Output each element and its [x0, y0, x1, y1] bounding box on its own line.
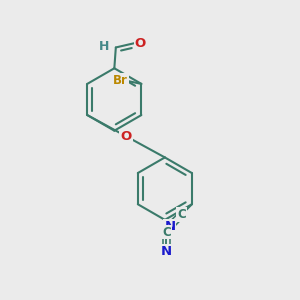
- Text: O: O: [121, 130, 132, 143]
- Text: O: O: [135, 37, 146, 50]
- Text: N: N: [161, 244, 172, 258]
- Text: H: H: [99, 40, 109, 53]
- Text: N: N: [164, 220, 175, 233]
- Text: C: C: [162, 226, 171, 238]
- Text: C: C: [177, 208, 186, 221]
- Text: Br: Br: [113, 74, 128, 87]
